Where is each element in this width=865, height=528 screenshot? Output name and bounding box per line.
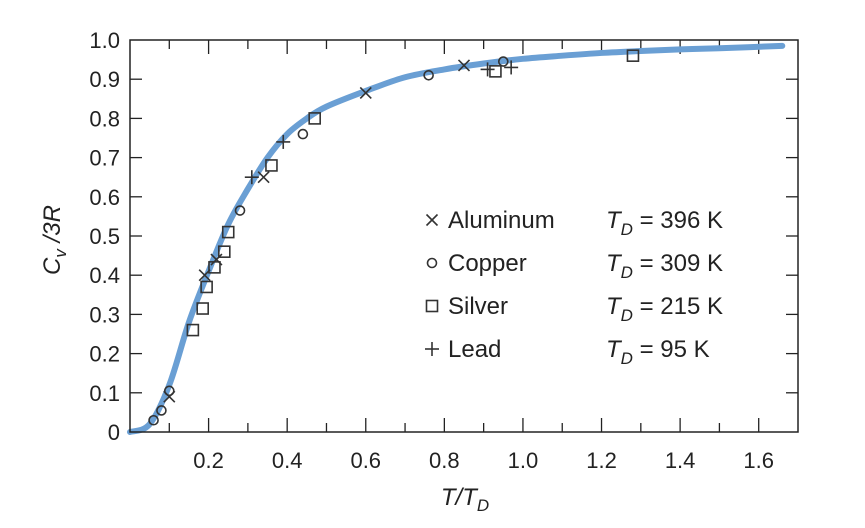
legend-marker-silver [425, 299, 439, 313]
legend-td-aluminum: TD = 396 K [606, 207, 723, 239]
aluminum-point [257, 171, 270, 184]
y-tick-label: 0 [108, 420, 120, 445]
silver-point [626, 49, 640, 62]
lead-point [276, 134, 291, 149]
debye-curve [127, 42, 786, 435]
copper-point [163, 385, 175, 397]
aluminum-point [359, 86, 372, 99]
y-tick-label: 0.8 [89, 106, 120, 131]
silver-point [218, 245, 231, 258]
lead-point [504, 60, 519, 75]
lead-point [244, 170, 259, 185]
x-tick-label: 0.8 [429, 448, 460, 473]
y-tick-label: 0.3 [89, 302, 120, 327]
y-tick-label: 0.2 [89, 342, 120, 367]
data-markers [148, 49, 640, 426]
legend-label-copper: Copper [448, 250, 527, 277]
legend-td-lead: TD = 95 K [606, 336, 710, 368]
x-tick-label: 1.4 [665, 448, 696, 473]
x-tick-label: 1.0 [508, 448, 539, 473]
silver-point [308, 112, 321, 125]
legend-marker-copper [426, 257, 438, 269]
copper-point [297, 128, 309, 140]
silver-point [265, 159, 278, 172]
legend-td-silver: TD = 215 K [606, 293, 723, 325]
plot-frame [129, 39, 799, 433]
x-tick-label: 0.2 [193, 448, 224, 473]
legend-label-silver: Silver [448, 293, 508, 320]
legend-marker-aluminum [425, 213, 439, 227]
y-tick-label: 1.0 [89, 28, 120, 53]
y-tick-label: 0.5 [89, 224, 120, 249]
legend-label-aluminum: Aluminum [448, 207, 555, 234]
y-tick-label: 0.1 [89, 381, 120, 406]
y-tick-label: 0.9 [89, 67, 120, 92]
silver-point [208, 261, 221, 274]
x-tick-label: 0.6 [350, 448, 381, 473]
aluminum-point [457, 59, 471, 72]
axis-ticks [130, 40, 798, 432]
x-tick-label: 1.6 [743, 448, 774, 473]
silver-point [186, 323, 200, 337]
x-tick-labels: 0.2 0.4 0.6 0.8 1.0 1.2 1.4 1.6 [193, 448, 774, 473]
copper-point [234, 205, 246, 216]
silver-point [221, 225, 235, 239]
copper-point [156, 405, 167, 416]
copper-point [148, 414, 159, 426]
y-tick-labels: 0 0.1 0.2 0.3 0.4 0.5 0.6 0.7 0.8 0.9 1.0 [89, 28, 120, 445]
y-axis-title: Cv /3R [39, 205, 70, 275]
copper-point [497, 56, 509, 67]
x-tick-label: 1.2 [586, 448, 617, 473]
silver-point [196, 302, 209, 315]
x-axis-title: T/TD [441, 484, 489, 515]
legend: Aluminum TD = 396 K Copper TD = 309 K Silver… [425, 207, 723, 368]
x-tick-label: 0.4 [272, 448, 303, 473]
y-tick-label: 0.4 [89, 263, 120, 288]
copper-point [423, 69, 434, 81]
y-tick-label: 0.7 [89, 146, 120, 171]
legend-td-copper: TD = 309 K [606, 250, 723, 282]
legend-marker-lead [425, 342, 439, 356]
legend-label-lead: Lead [448, 336, 501, 363]
silver-point [200, 280, 213, 294]
silver-point [489, 65, 502, 78]
y-tick-label: 0.6 [89, 185, 120, 210]
lead-point [480, 62, 495, 77]
